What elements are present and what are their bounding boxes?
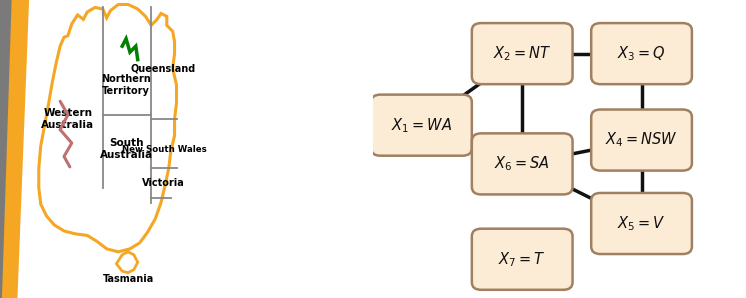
Text: Western
Australia: Western Australia: [41, 108, 95, 130]
FancyBboxPatch shape: [591, 109, 692, 170]
Polygon shape: [116, 252, 138, 273]
Text: Queensland: Queensland: [131, 63, 195, 74]
FancyBboxPatch shape: [591, 23, 692, 84]
Text: $X_6 = SA$: $X_6 = SA$: [495, 155, 550, 173]
FancyBboxPatch shape: [472, 134, 573, 195]
Text: South
Australia: South Australia: [99, 138, 153, 160]
Polygon shape: [0, 0, 29, 298]
Text: $X_7 = T$: $X_7 = T$: [498, 250, 546, 268]
Text: $X_3 = Q$: $X_3 = Q$: [618, 44, 665, 63]
Text: New South Wales: New South Wales: [122, 145, 207, 153]
Text: $X_4 = NSW$: $X_4 = NSW$: [605, 131, 678, 149]
Polygon shape: [39, 4, 177, 252]
FancyBboxPatch shape: [472, 229, 573, 290]
Text: Northern
Territory: Northern Territory: [101, 74, 151, 96]
Polygon shape: [0, 0, 12, 298]
Text: Victoria: Victoria: [142, 178, 184, 188]
Text: $X_2 = NT$: $X_2 = NT$: [493, 44, 551, 63]
FancyBboxPatch shape: [591, 193, 692, 254]
FancyBboxPatch shape: [372, 95, 472, 156]
Text: $X_5 = V$: $X_5 = V$: [618, 214, 665, 233]
Text: $X_1 = WA$: $X_1 = WA$: [391, 116, 452, 134]
FancyBboxPatch shape: [472, 23, 573, 84]
Text: Tasmania: Tasmania: [102, 274, 154, 284]
